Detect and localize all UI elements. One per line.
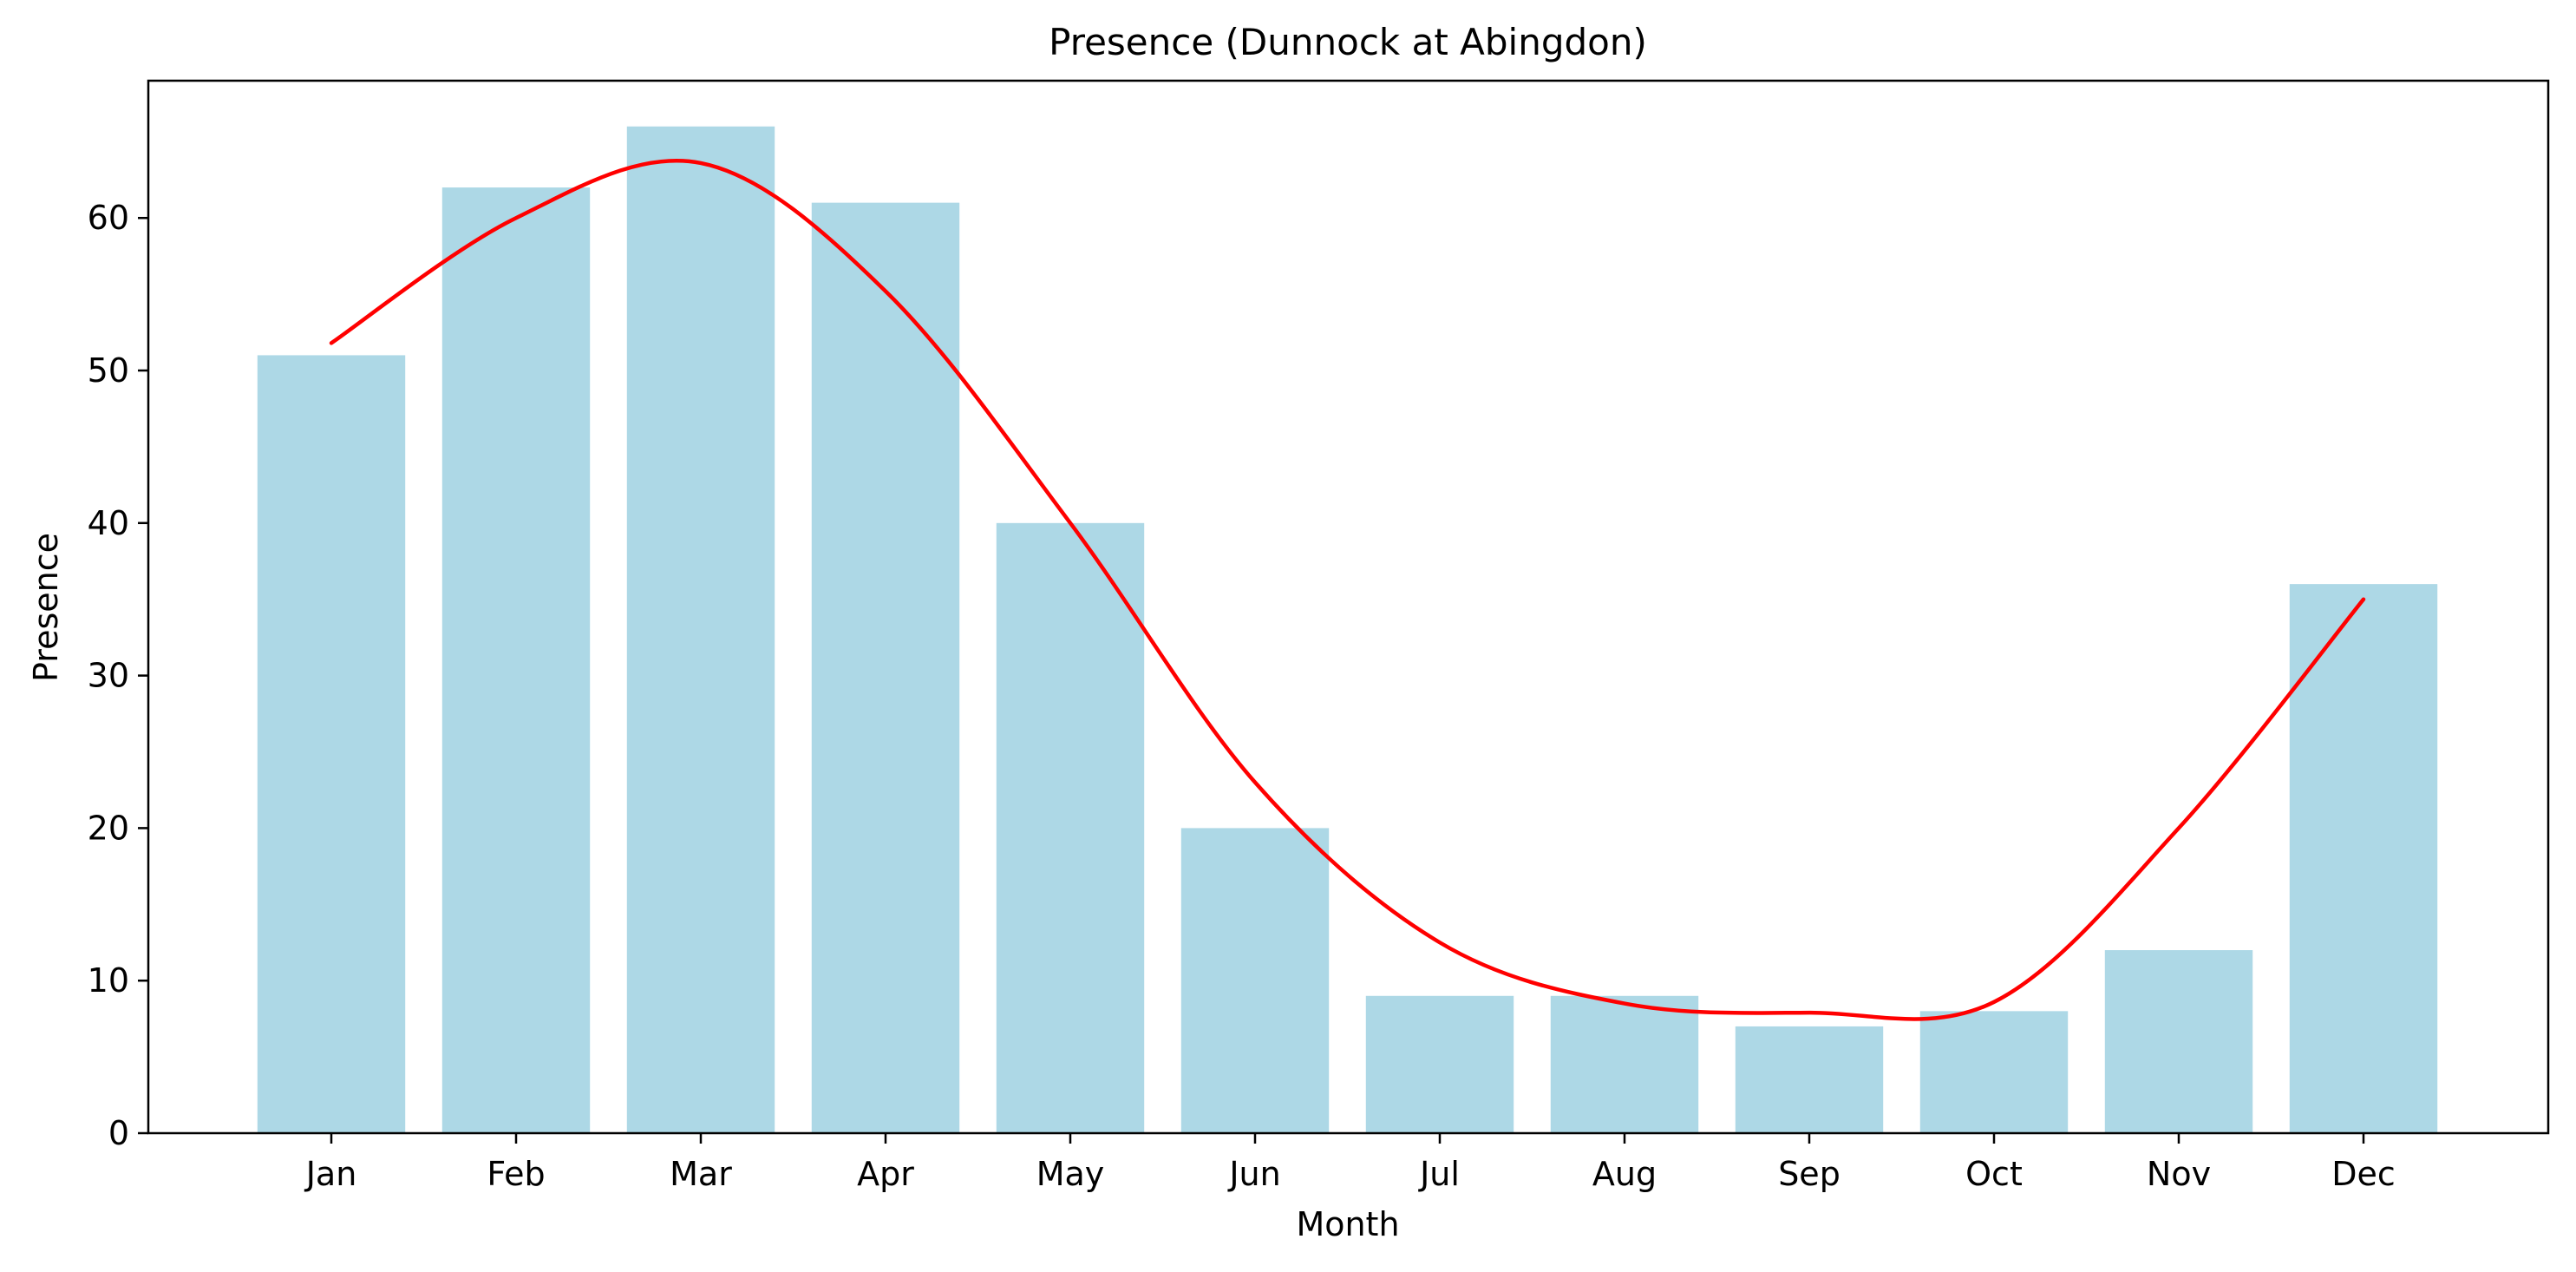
x-tick-label-apr: Apr [857, 1155, 914, 1193]
x-tick-label-nov: Nov [2147, 1155, 2211, 1193]
x-axis: Jan Feb Mar Apr May Jun Jul Aug Sep Oct Nov Dec [304, 1133, 2396, 1193]
chart-title: Presence (Dunnock at Abingdon) [1049, 21, 1647, 63]
bar-nov [2104, 950, 2253, 1133]
bar-feb [441, 187, 591, 1133]
bar-may [996, 522, 1145, 1133]
bar-jul [1365, 995, 1514, 1133]
bar-group [257, 126, 2438, 1133]
trend-line [329, 158, 2366, 1021]
y-tick-label-50: 50 [88, 351, 129, 390]
x-tick-label-aug: Aug [1592, 1155, 1657, 1193]
bar-jan [257, 355, 406, 1133]
x-axis-label: Month [1296, 1205, 1399, 1243]
x-tick-label-sep: Sep [1778, 1155, 1840, 1193]
x-tick-label-oct: Oct [1965, 1155, 2023, 1193]
x-tick-label-feb: Feb [487, 1155, 545, 1193]
y-tick-label-40: 40 [88, 504, 129, 542]
bar-jun [1180, 828, 1330, 1133]
x-tick-label-mar: Mar [670, 1155, 732, 1193]
y-tick-label-30: 30 [88, 657, 129, 695]
x-tick-label-may: May [1036, 1155, 1105, 1193]
x-tick-label-dec: Dec [2331, 1155, 2396, 1193]
y-axis: 0 10 20 30 40 50 60 [88, 199, 148, 1152]
bar-sep [1735, 1026, 1884, 1133]
y-axis-label: Presence [27, 533, 65, 682]
x-tick-label-jul: Jul [1418, 1155, 1460, 1193]
bar-mar [626, 126, 775, 1133]
y-tick-label-20: 20 [88, 809, 129, 847]
bar-dec [2289, 584, 2438, 1133]
plot-frame [147, 79, 2550, 1135]
x-tick-label-jun: Jun [1227, 1155, 1280, 1193]
bar-oct [1919, 1011, 2069, 1133]
bar-aug [1550, 995, 1699, 1133]
y-tick-label-0: 0 [108, 1114, 129, 1152]
y-tick-label-10: 10 [88, 961, 129, 1000]
y-tick-label-60: 60 [88, 199, 129, 237]
bar-apr [811, 202, 960, 1133]
x-tick-label-jan: Jan [304, 1155, 357, 1193]
